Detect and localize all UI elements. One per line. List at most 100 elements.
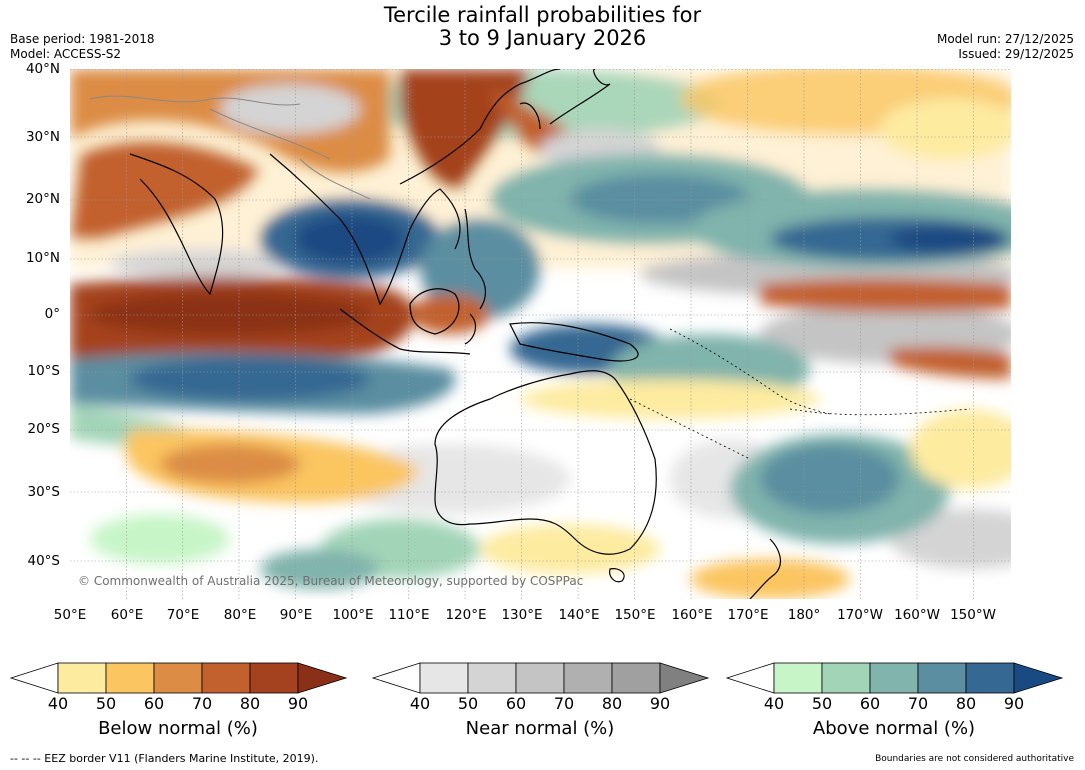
cb2-tick-70: 70 [907, 694, 929, 713]
rainfall-map: © Commonwealth of Australia 2025, Bureau… [70, 69, 1011, 599]
colorbar-below-segments [10, 662, 348, 694]
country-borders [89, 95, 371, 200]
colorbar-extend-high [659, 662, 710, 694]
colorbar-segment [563, 662, 613, 694]
lon-label-140e: 140°E [558, 607, 600, 623]
coastlines [129, 69, 782, 599]
colorbar-above-normal [726, 662, 1064, 694]
lat-label-40n: 40°N [25, 61, 60, 77]
cb0-title: Below normal (%) [98, 718, 258, 739]
coast-new-zealand [749, 538, 782, 599]
eez-footnote: -- -- -- EEZ border V11 (Flanders Marine… [10, 752, 319, 765]
lon-label-150w: 150°W [950, 607, 996, 623]
coast-japan [549, 69, 611, 125]
colorbar-segment [611, 662, 661, 694]
cb1-tick-70: 70 [553, 694, 575, 713]
lon-label-110e: 110°E [388, 607, 430, 623]
cb2-tick-90: 90 [1003, 694, 1025, 713]
cb0-tick-50: 50 [95, 694, 117, 713]
map-gridlines [70, 69, 1011, 599]
lon-label-170e: 170°E [727, 607, 769, 623]
lat-label-10s: 10°S [27, 363, 61, 379]
cb2-title: Above normal (%) [812, 718, 976, 739]
coast-borneo [409, 288, 460, 335]
cb2-tick-60: 60 [859, 694, 881, 713]
eez-borders [629, 328, 971, 460]
coast-new-guinea [509, 322, 639, 362]
base-period: Base period: 1981-2018 [10, 32, 155, 46]
lon-label-80e: 80°E [223, 607, 257, 623]
copyright-text: © Commonwealth of Australia 2025, Bureau… [78, 574, 583, 588]
colorbar-segment [917, 662, 967, 694]
coast-india [129, 153, 224, 296]
cb2-tick-80: 80 [955, 694, 977, 713]
lon-label-180: 180° [787, 607, 821, 623]
lon-label-160w: 160°W [894, 607, 940, 623]
lon-label-70e: 70°E [166, 607, 200, 623]
colorbar-segment [201, 662, 251, 694]
colorbar-extend-low [726, 662, 775, 694]
lon-label-120e: 120°E [445, 607, 487, 623]
lat-label-0: 0° [44, 306, 60, 322]
model-name: Model: ACCESS-S2 [10, 47, 122, 61]
cb2-tick-40: 40 [763, 694, 785, 713]
colorbar-segment [467, 662, 517, 694]
colorbar-segment [869, 662, 919, 694]
colorbar-extend-low [10, 662, 59, 694]
title-line-2: 3 to 9 January 2026 [438, 26, 647, 50]
cb1-tick-50: 50 [457, 694, 479, 713]
colorbar-above-segments [726, 662, 1064, 694]
coast-sumatra-java [339, 308, 471, 355]
cb2-tick-50: 50 [811, 694, 833, 713]
map-title: Tercile rainfall probabilities for 3 to … [0, 4, 1085, 50]
coast-philippines [464, 208, 487, 310]
issued-date: Issued: 29/12/2025 [958, 47, 1074, 61]
colorbar-segment [105, 662, 155, 694]
coast-australia [434, 370, 657, 555]
colorbar-segment [773, 662, 823, 694]
cb0-tick-70: 70 [191, 694, 213, 713]
colorbar-below-normal [10, 662, 348, 694]
lat-label-20n: 20°N [25, 191, 60, 207]
colorbar-segment [965, 662, 1015, 694]
lat-label-20s: 20°S [27, 421, 61, 437]
meta-right: Model run: 27/12/2025 Issued: 29/12/2025 [937, 32, 1074, 62]
lon-label-90e: 90°E [279, 607, 313, 623]
colorbar-near-normal [372, 662, 710, 694]
cb1-tick-80: 80 [601, 694, 623, 713]
colorbar-segment [515, 662, 565, 694]
lat-label-30n: 30°N [25, 129, 60, 145]
cb0-tick-40: 40 [47, 694, 69, 713]
colorbar-near-segments [372, 662, 710, 694]
lon-label-160e: 160°E [671, 607, 713, 623]
colorbar-extend-low [372, 662, 421, 694]
lat-label-10n: 10°N [25, 250, 60, 266]
cb0-tick-60: 60 [143, 694, 165, 713]
coast-korea [519, 102, 541, 130]
cb0-tick-80: 80 [239, 694, 261, 713]
model-run: Model run: 27/12/2025 [936, 32, 1074, 46]
colorbar-segment [419, 662, 469, 694]
colorbar-segment [57, 662, 107, 694]
boundary-disclaimer: Boundaries are not considered authoritat… [875, 754, 1074, 764]
cb1-tick-40: 40 [409, 694, 431, 713]
lon-label-100e: 100°E [332, 607, 374, 623]
lat-label-40s: 40°S [27, 553, 61, 569]
colorbar-extend-high [1013, 662, 1064, 694]
colorbar-extend-high [297, 662, 348, 694]
cb1-tick-60: 60 [505, 694, 527, 713]
coast-sulawesi [464, 313, 477, 345]
lon-label-150e: 150°E [614, 607, 656, 623]
colorbar-segment [249, 662, 299, 694]
map-svg: © Commonwealth of Australia 2025, Bureau… [70, 69, 1011, 599]
cb1-tick-90: 90 [649, 694, 671, 713]
cb0-tick-90: 90 [287, 694, 309, 713]
coast-indochina [269, 153, 461, 306]
cb1-title: Near normal (%) [465, 718, 615, 739]
meta-left: Base period: 1981-2018 Model: ACCESS-S2 [10, 32, 155, 62]
lon-label-50e: 50°E [53, 607, 87, 623]
lon-label-60e: 60°E [110, 607, 144, 623]
title-line-1: Tercile rainfall probabilities for [383, 3, 702, 27]
colorbar-segment [821, 662, 871, 694]
colorbar-segment [153, 662, 203, 694]
